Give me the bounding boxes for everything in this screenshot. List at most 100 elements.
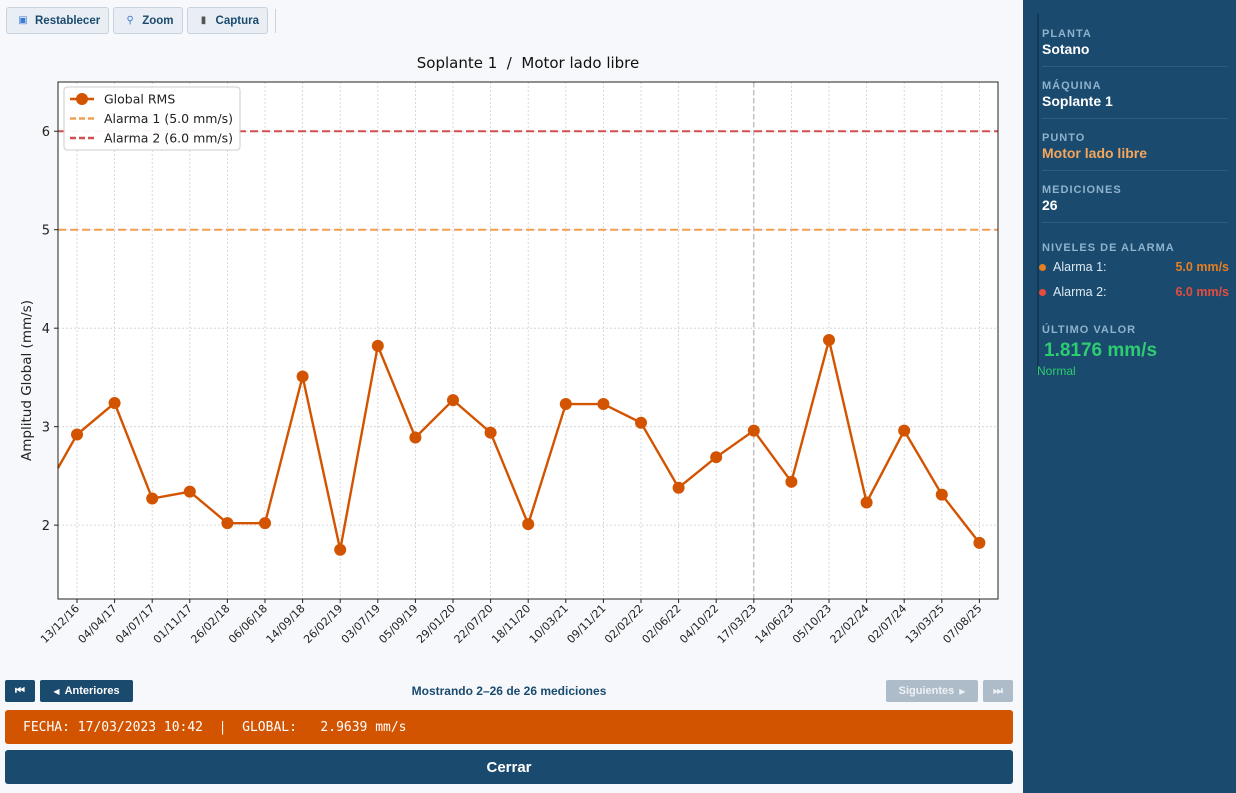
x-tick-label: 13/12/16 — [38, 602, 82, 646]
legend-label: Alarma 1 (5.0 mm/s) — [104, 111, 233, 126]
reset-label: Restablecer — [35, 14, 101, 27]
x-tick-label: 05/09/19 — [376, 602, 420, 646]
data-point — [747, 424, 760, 437]
legend-label: Alarma 2 (6.0 mm/s) — [104, 131, 233, 146]
capture-label: Captura — [215, 14, 259, 27]
alarm-levels-label: NIVELES DE ALARMA — [1042, 242, 1175, 254]
trend-chart[interactable]: 2 3 4 5 6 13/12/16 04/04/17 04/07/17 01/11/17 26/… — [0, 40, 1022, 680]
prev-page-button[interactable]: ◀ Anteriores — [40, 680, 133, 702]
first-page-icon: ⏮ — [15, 684, 25, 697]
measurements-value: 26 — [1042, 197, 1058, 213]
y-tick-label: 2 — [42, 519, 50, 534]
x-tick-label: 04/07/17 — [113, 602, 157, 646]
alarm2-dot-icon — [1039, 289, 1046, 296]
data-point — [785, 475, 798, 488]
alarm2-value: 6.0 mm/s — [1175, 285, 1229, 299]
series-line — [56, 339, 981, 551]
chart-title: Soplante 1 / Motor lado libre — [417, 54, 640, 72]
x-tick-label: 14/09/18 — [264, 602, 308, 646]
data-point — [860, 496, 873, 509]
plant-label: PLANTA — [1042, 28, 1092, 40]
x-tick-label: 02/06/22 — [640, 602, 684, 646]
alarm1-label: Alarma 1: — [1053, 260, 1107, 274]
chart-svg[interactable]: 2345613/12/1604/04/1704/07/1701/11/1726/… — [0, 40, 1022, 680]
x-tick-label: 02/07/24 — [865, 602, 909, 646]
data-point — [597, 398, 610, 411]
measurements-label: MEDICIONES — [1042, 184, 1122, 196]
x-tick-label: 26/02/19 — [301, 602, 345, 646]
alarm-levels-block: NIVELES DE ALARMA — [1042, 242, 1228, 254]
data-point — [71, 428, 83, 441]
data-point — [710, 451, 723, 464]
x-tick-label: 13/03/25 — [903, 602, 947, 646]
data-point — [823, 334, 835, 347]
last-value-label: ÚLTIMO VALOR — [1042, 324, 1137, 336]
data-point — [635, 416, 647, 429]
reset-button[interactable]: ▣ Restablecer — [6, 7, 110, 34]
data-point — [898, 424, 911, 437]
divider — [1042, 170, 1228, 171]
data-point — [371, 339, 384, 352]
reset-icon: ▣ — [18, 15, 28, 26]
divider — [1042, 66, 1228, 67]
x-tick-label: 04/04/17 — [76, 602, 120, 646]
x-tick-label: 10/03/21 — [527, 602, 571, 646]
divider — [1042, 222, 1228, 223]
data-point — [183, 485, 196, 498]
alarm1-value: 5.0 mm/s — [1175, 260, 1229, 274]
x-tick-label: 03/07/19 — [339, 602, 383, 646]
plant-value: Sotano — [1042, 41, 1090, 57]
next-page-label: Siguientes — [898, 685, 955, 697]
y-tick-label: 5 — [42, 224, 50, 239]
x-tick-label: 22/02/24 — [828, 602, 872, 646]
legend-label: Global RMS — [104, 92, 175, 107]
x-tick-label: 04/10/22 — [677, 602, 721, 646]
last-page-button[interactable]: ⏭ — [983, 680, 1013, 702]
prev-page-label: Anteriores — [64, 685, 120, 697]
legend-marker — [76, 93, 88, 105]
data-point — [559, 398, 572, 411]
divider — [1042, 118, 1228, 119]
last-value-block: ÚLTIMO VALOR — [1042, 324, 1228, 336]
next-page-button[interactable]: Siguientes ▶ — [886, 680, 978, 702]
toolbar-separator — [274, 8, 276, 33]
point-value: Motor lado libre — [1042, 145, 1147, 161]
alarm2-row: Alarma 2: 6.0 mm/s — [1039, 285, 1229, 301]
data-point — [334, 543, 347, 556]
y-tick-label: 3 — [42, 421, 50, 436]
data-point — [672, 481, 685, 494]
plant-block: PLANTA Sotano — [1042, 28, 1228, 57]
pagination-bar: ⏮ ◀ Anteriores Mostrando 2–26 de 26 medi… — [5, 680, 1013, 702]
data-point — [409, 431, 422, 444]
point-block: PUNTO Motor lado libre — [1042, 132, 1228, 161]
data-point — [935, 488, 948, 501]
x-tick-label: 06/06/18 — [226, 602, 270, 646]
last-status: Normal — [1037, 364, 1076, 378]
x-tick-label: 14/06/23 — [752, 602, 796, 646]
data-point — [221, 517, 234, 530]
selected-measurement-bar: FECHA: 17/03/2023 10:42 | GLOBAL: 2.9639… — [5, 710, 1013, 744]
first-page-button[interactable]: ⏮ — [5, 680, 35, 702]
data-point — [447, 394, 459, 407]
magnifier-icon: ⚲ — [126, 15, 134, 26]
machine-label: MÁQUINA — [1042, 80, 1102, 92]
camera-icon: ▮ — [200, 15, 207, 26]
x-tick-label: 26/02/18 — [188, 602, 232, 646]
x-tick-label: 17/03/23 — [715, 602, 759, 646]
zoom-button[interactable]: ⚲ Zoom — [113, 7, 183, 34]
last-page-icon: ⏭ — [993, 684, 1003, 697]
x-tick-label: 29/01/20 — [414, 602, 458, 646]
capture-button[interactable]: ▮ Captura — [186, 7, 268, 34]
y-tick-label: 4 — [42, 322, 50, 337]
x-tick-label: 05/10/23 — [790, 602, 834, 646]
y-tick-label: 6 — [42, 125, 50, 140]
zoom-label: Zoom — [142, 14, 174, 27]
close-button[interactable]: Cerrar — [5, 750, 1013, 784]
x-tick-label: 18/11/20 — [489, 602, 533, 646]
main-panel: ▣ Restablecer ⚲ Zoom ▮ Captura 2 3 4 5 6 13/1… — [0, 7, 1022, 784]
last-value: 1.8176 mm/s — [1044, 340, 1158, 361]
x-tick-label: 09/11/21 — [564, 602, 608, 646]
x-tick-label: 07/08/25 — [940, 602, 984, 646]
x-tick-label: 22/07/20 — [452, 602, 496, 646]
alarm2-label: Alarma 2: — [1053, 285, 1107, 299]
